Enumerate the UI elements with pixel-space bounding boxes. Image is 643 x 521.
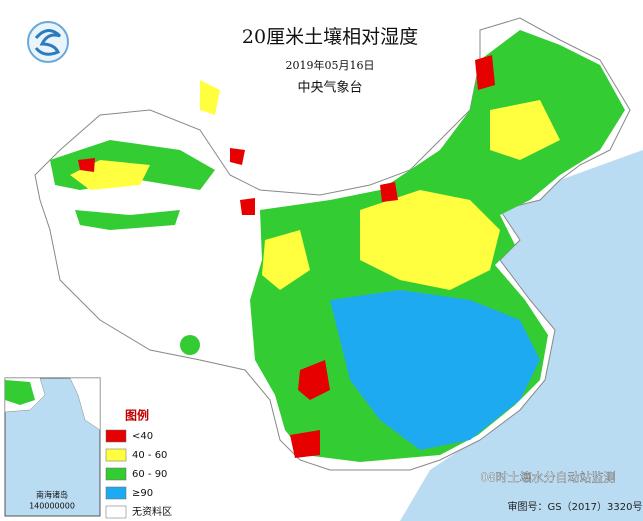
inset-label: 南海诸岛	[36, 490, 68, 500]
legend-label: <40	[132, 431, 153, 442]
title: 20厘米土壤相对湿度	[242, 26, 418, 48]
footer-approval: 审图号：GS（2017）3320号	[508, 500, 643, 513]
legend: <40 40 - 60 60 - 90 ≥90 无资料区	[105, 429, 172, 519]
legend-swatch	[105, 505, 127, 519]
area-below-40	[78, 158, 95, 172]
moisture-areas	[50, 30, 625, 462]
date: 2019年05月16日	[286, 58, 375, 72]
area-below-40	[380, 182, 398, 202]
area-below-40	[240, 198, 255, 215]
legend-label: ≥90	[132, 488, 153, 499]
legend-label: 无资料区	[132, 505, 172, 518]
area-below-40	[475, 55, 495, 90]
legend-label: 40 - 60	[132, 450, 167, 461]
legend-swatch	[105, 467, 127, 481]
legend-swatch	[105, 429, 127, 443]
inset-map: 南海诸岛 140000000	[4, 377, 101, 517]
area-below-40	[298, 360, 330, 400]
area-90	[330, 290, 540, 450]
area-40-60	[360, 190, 500, 290]
legend-label: 60 - 90	[132, 469, 167, 480]
area-below-40	[290, 430, 320, 458]
footer-note: 08时土壤水分自动站监测	[480, 470, 615, 485]
logo	[27, 21, 69, 63]
area-40-60	[490, 100, 560, 160]
area-60-90	[180, 335, 200, 355]
area-40-60	[200, 80, 220, 115]
inset-scale: 140000000	[29, 502, 75, 511]
legend-swatch	[105, 486, 127, 500]
area-40-60	[262, 230, 310, 290]
legend-title: 图例	[125, 408, 149, 423]
agency: 中央气象台	[297, 80, 362, 96]
area-below-40	[230, 148, 245, 165]
legend-swatch	[105, 448, 127, 462]
area-60-90	[75, 210, 180, 230]
sea	[400, 150, 643, 521]
